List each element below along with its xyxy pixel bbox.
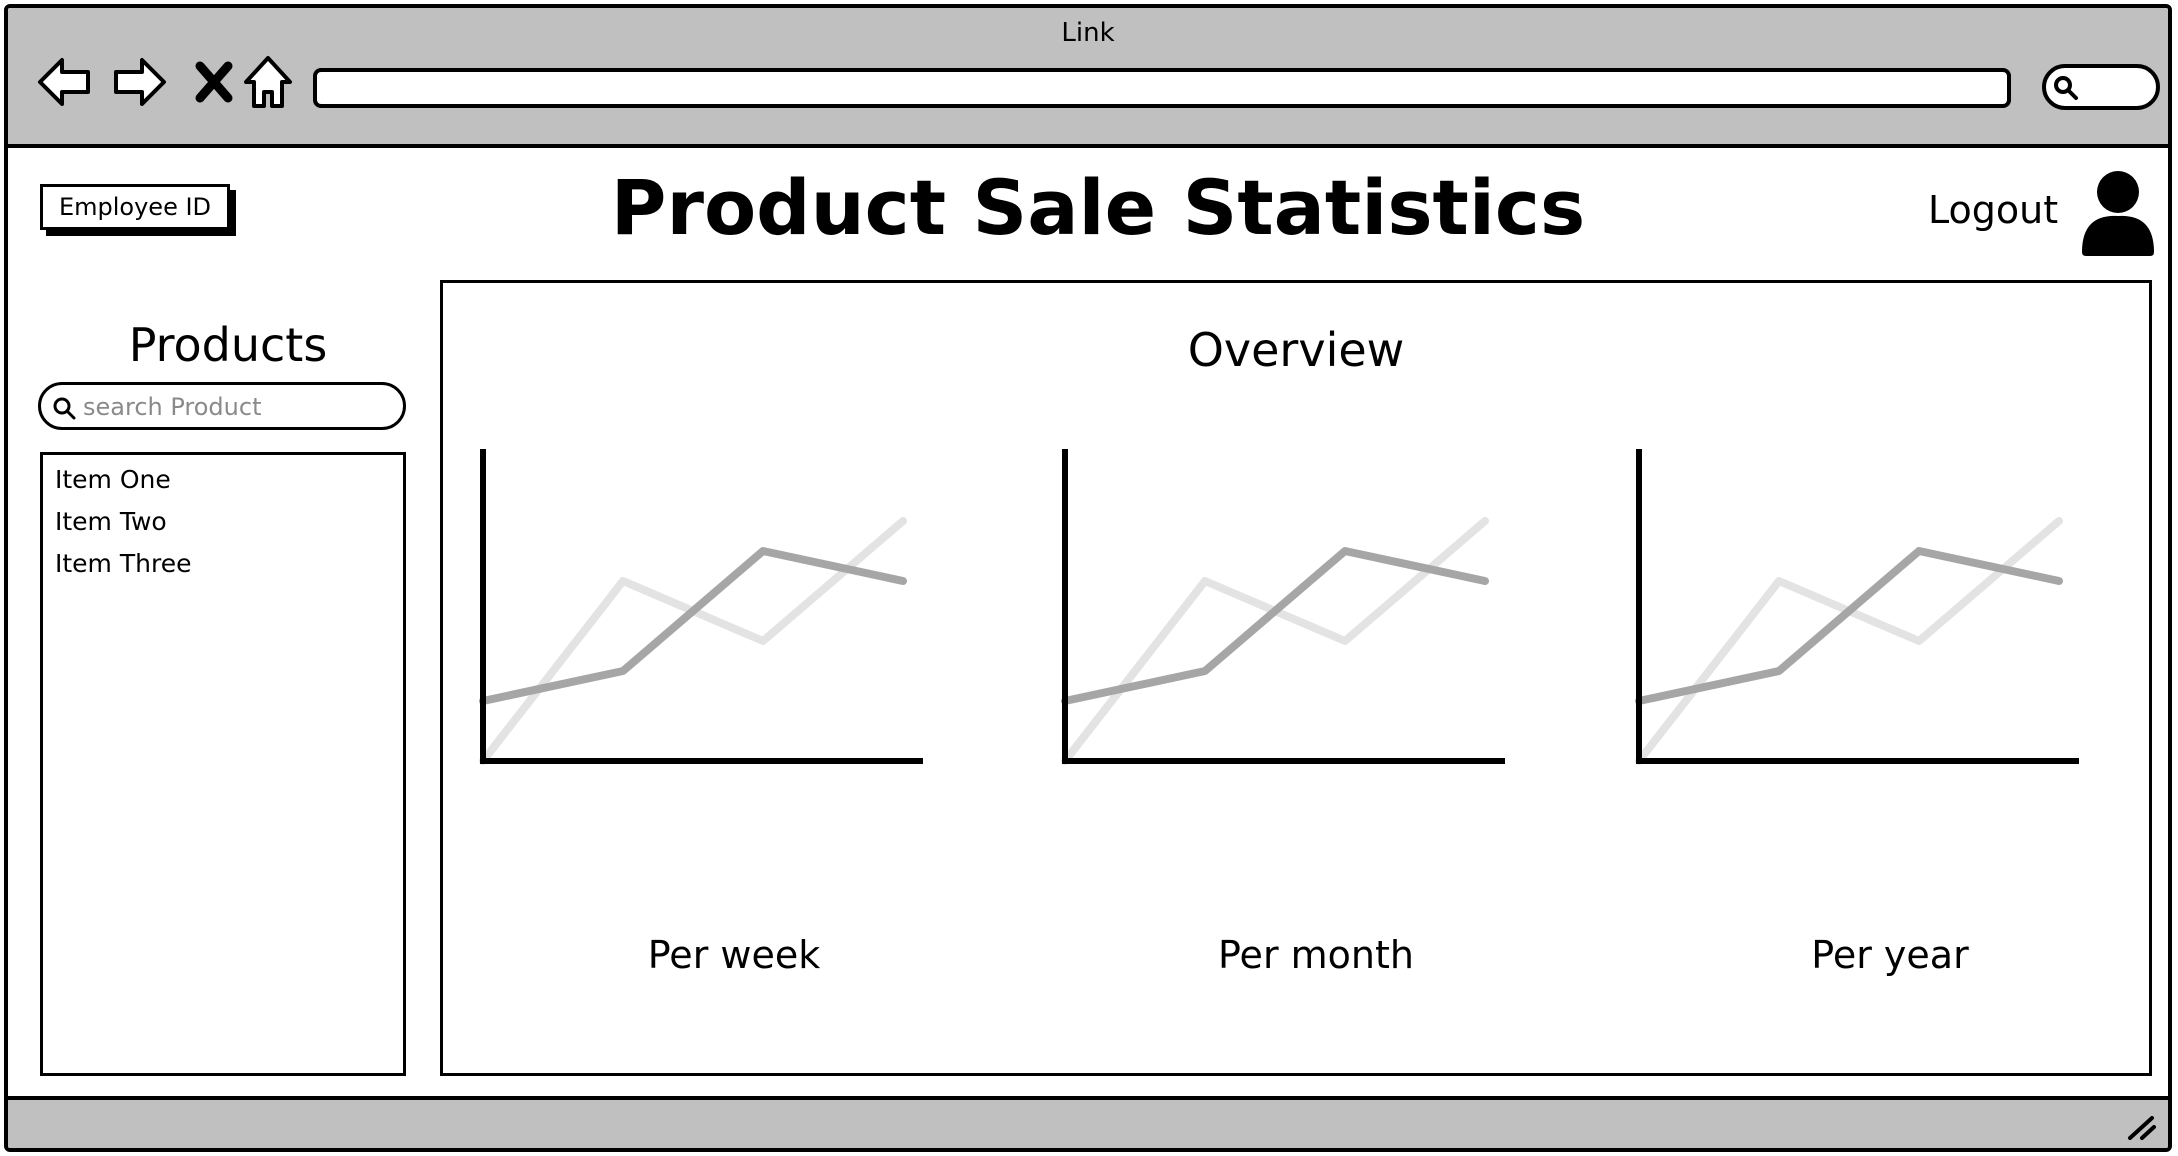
overview-panel: Overview Per week Per month Per year <box>440 280 2152 1076</box>
browser-chrome: Link <box>8 8 2168 148</box>
close-icon[interactable] <box>184 52 244 112</box>
line-chart <box>1635 449 2079 765</box>
list-item[interactable]: Item Three <box>55 549 192 578</box>
list-item[interactable]: Item One <box>55 465 171 494</box>
home-icon[interactable] <box>238 52 298 112</box>
product-search[interactable] <box>38 382 406 430</box>
search-icon <box>2054 76 2078 100</box>
series-line-2 <box>479 547 907 705</box>
forward-icon[interactable] <box>110 52 170 112</box>
line-chart <box>479 449 923 765</box>
chart-label-per-year: Per year <box>1811 933 1969 977</box>
chart-per-month <box>1061 449 1525 789</box>
product-list: Item One Item Two Item Three <box>40 452 406 1076</box>
series-line-1 <box>479 517 907 765</box>
products-heading: Products <box>128 318 328 372</box>
address-bar[interactable] <box>313 68 2011 108</box>
list-item[interactable]: Item Two <box>55 507 167 536</box>
back-icon[interactable] <box>34 52 94 112</box>
series-line-2 <box>1635 547 2063 705</box>
overview-heading: Overview <box>1187 323 1405 377</box>
chart-label-per-month: Per month <box>1218 933 1414 977</box>
user-icon[interactable] <box>2080 168 2156 258</box>
search-icon <box>53 397 76 420</box>
status-bar <box>8 1096 2168 1148</box>
browser-window: Link Employee ID Product Sale Statistics… <box>4 4 2172 1152</box>
product-search-input[interactable] <box>81 389 395 425</box>
chart-per-year <box>1635 449 2099 789</box>
page-title: Product Sale Statistics <box>610 163 1586 252</box>
logout-link[interactable]: Logout <box>1928 188 2059 232</box>
browser-search-field[interactable] <box>2042 64 2160 110</box>
chart-label-per-week: Per week <box>647 933 821 977</box>
series-line-1 <box>1635 517 2063 765</box>
resize-grip-icon[interactable] <box>2124 1112 2158 1142</box>
series-line-2 <box>1061 547 1489 705</box>
line-chart <box>1061 449 1505 765</box>
window-title: Link <box>1061 18 1115 48</box>
employee-id-button[interactable]: Employee ID <box>40 184 230 230</box>
chart-per-week <box>479 449 943 789</box>
series-line-1 <box>1061 517 1489 765</box>
